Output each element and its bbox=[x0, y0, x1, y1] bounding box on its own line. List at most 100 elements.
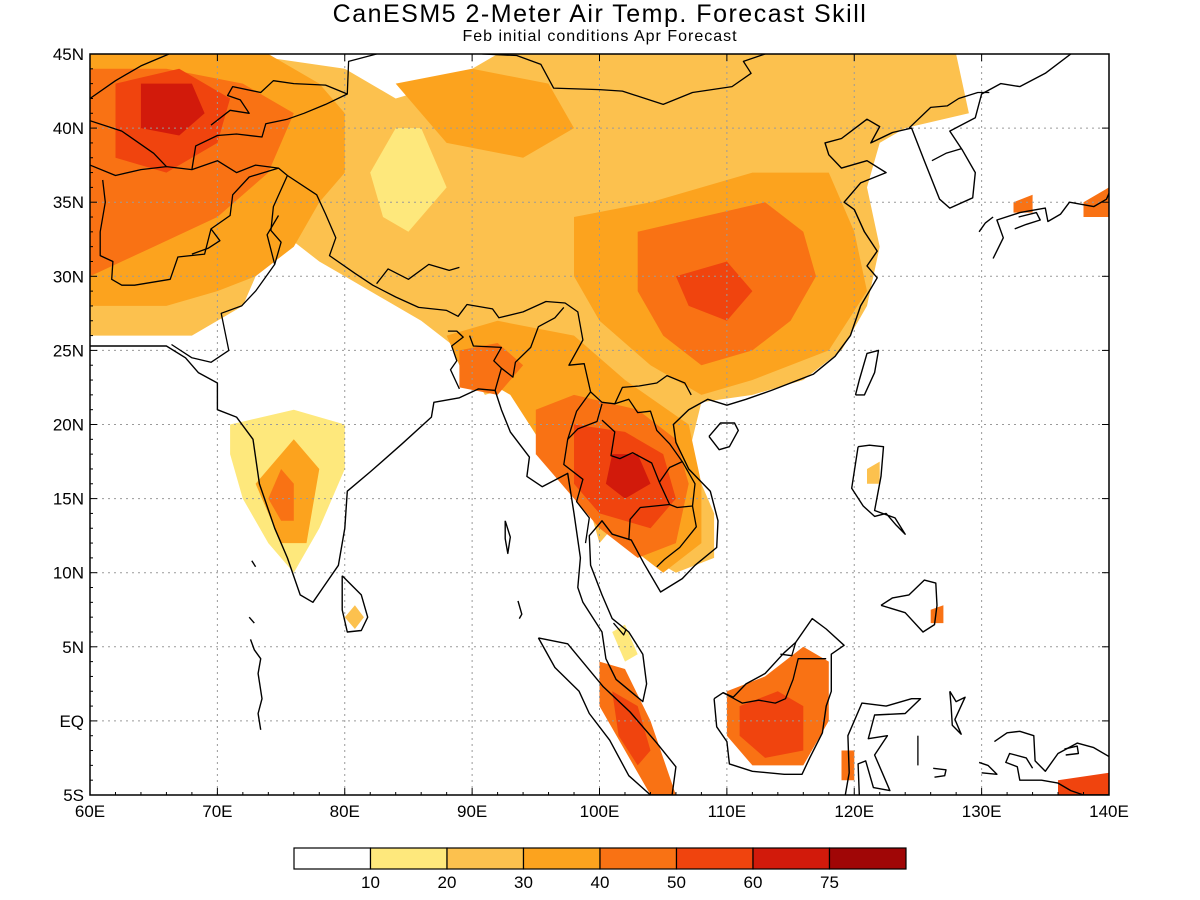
coastline-8 bbox=[880, 579, 938, 633]
country-border-9 bbox=[567, 391, 603, 440]
colorbar-swatch-5 bbox=[675, 847, 754, 870]
map-title: CanESM5 2-Meter Air Temp. Forecast Skill bbox=[332, 0, 868, 28]
colorbar-label-3: 40 bbox=[591, 873, 610, 892]
coastline-21 bbox=[504, 520, 511, 555]
lat-tick-label-9: EQ bbox=[59, 712, 84, 731]
coastline-1 bbox=[992, 193, 1109, 259]
country-border-19 bbox=[482, 54, 766, 106]
coastline-3 bbox=[1014, 211, 1041, 230]
skill-region-17 bbox=[268, 469, 294, 521]
lat-tick-label-4: 25N bbox=[53, 341, 84, 360]
country-border-2 bbox=[99, 167, 692, 405]
colorbar: 10 20 30 40 50 60 75 bbox=[293, 847, 907, 892]
lat-axis: 45N 40N 35N 30N 25N 20N 15N 10N 5N EQ 5S bbox=[53, 45, 1109, 805]
coastline-22 bbox=[517, 600, 523, 619]
country-border-14 bbox=[656, 505, 697, 568]
lon-tick-label-8: 140E bbox=[1089, 802, 1129, 821]
country-border-0 bbox=[90, 54, 170, 100]
colorbar-swatch-3 bbox=[522, 847, 601, 870]
colorbar-swatch-4 bbox=[599, 847, 678, 870]
lon-tick-label-7: 130E bbox=[962, 802, 1002, 821]
coastline-10 bbox=[713, 617, 845, 775]
lon-tick-label-1: 70E bbox=[202, 802, 232, 821]
country-border-22 bbox=[722, 658, 827, 704]
country-border-5 bbox=[376, 263, 460, 285]
coastline-19 bbox=[248, 616, 255, 624]
skill-region-18 bbox=[344, 605, 364, 629]
skill-region-20 bbox=[612, 691, 651, 766]
coastline-layer bbox=[90, 54, 1109, 795]
lat-tick-label-3: 30N bbox=[53, 267, 84, 286]
coastline-2 bbox=[978, 216, 994, 233]
skill-region-26 bbox=[1083, 187, 1109, 217]
coastline-20 bbox=[251, 560, 257, 568]
lat-tick-label-2: 35N bbox=[53, 193, 84, 212]
colorbar-label-4: 50 bbox=[667, 873, 686, 892]
skill-region-9 bbox=[459, 343, 524, 395]
lat-tick-label-0: 45N bbox=[53, 45, 84, 64]
coastline-14 bbox=[933, 767, 947, 778]
coastline-6 bbox=[854, 349, 880, 396]
lon-tick-label-4: 100E bbox=[580, 802, 620, 821]
colorbar-label-5: 60 bbox=[744, 873, 763, 892]
lat-tick-label-6: 15N bbox=[53, 490, 84, 509]
country-border-12 bbox=[658, 460, 696, 509]
lat-tick-label-8: 5N bbox=[62, 638, 84, 657]
country-border-21 bbox=[931, 148, 962, 162]
lon-tick-label-5: 110E bbox=[708, 802, 746, 821]
coastline-7 bbox=[851, 444, 906, 535]
colorbar-label-6: 75 bbox=[820, 873, 839, 892]
coastline-12 bbox=[949, 690, 966, 735]
lat-tick-label-5: 20N bbox=[53, 416, 84, 435]
skill-region-21 bbox=[612, 624, 638, 662]
skill-region-28 bbox=[930, 605, 944, 624]
lat-tick-label-7: 10N bbox=[53, 564, 84, 583]
lon-tick-label-2: 80E bbox=[330, 802, 360, 821]
country-border-16 bbox=[90, 120, 167, 168]
colorbar-swatch-7 bbox=[828, 847, 907, 870]
coastline-18 bbox=[249, 639, 263, 730]
colorbar-label-0: 10 bbox=[361, 873, 380, 892]
colorbar-label-1: 20 bbox=[438, 873, 457, 892]
colorbar-swatch-6 bbox=[752, 847, 831, 870]
border-layer bbox=[90, 54, 990, 854]
coastline-11 bbox=[844, 698, 922, 795]
coastline-9 bbox=[537, 637, 677, 795]
lon-tick-label-6: 120E bbox=[834, 802, 874, 821]
coastline-15 bbox=[994, 730, 1109, 772]
country-border-8 bbox=[501, 306, 565, 378]
country-border-20 bbox=[908, 91, 990, 129]
country-border-11 bbox=[601, 419, 671, 541]
country-border-26 bbox=[909, 845, 910, 854]
country-border-15 bbox=[191, 228, 221, 255]
country-border-24 bbox=[613, 622, 627, 636]
skill-region-23 bbox=[739, 691, 804, 758]
lat-tick-label-1: 40N bbox=[53, 119, 84, 138]
colorbar-swatch-2 bbox=[446, 847, 525, 870]
coastline-4 bbox=[341, 575, 369, 633]
skill-region-29 bbox=[867, 461, 880, 484]
country-border-17 bbox=[191, 54, 377, 170]
country-border-6 bbox=[447, 330, 464, 390]
skill-shading-layer bbox=[90, 54, 1109, 795]
lon-tick-label-3: 90E bbox=[457, 802, 487, 821]
coastline-13 bbox=[978, 761, 998, 775]
lon-axis: 60E 70E 80E 90E 100E 110E 120E 130E 140E bbox=[75, 54, 1129, 821]
country-border-13 bbox=[614, 398, 683, 462]
coastline-5 bbox=[708, 422, 739, 451]
lon-tick-label-0: 60E bbox=[75, 802, 105, 821]
lat-tick-label-10: 5S bbox=[63, 786, 84, 805]
colorbar-swatch-1 bbox=[369, 847, 448, 870]
skill-region-14 bbox=[605, 454, 651, 499]
country-border-18 bbox=[210, 80, 348, 126]
country-border-7 bbox=[468, 335, 503, 391]
country-border-10 bbox=[563, 439, 590, 544]
country-border-4 bbox=[266, 215, 280, 265]
skill-region-25 bbox=[1058, 772, 1109, 795]
skill-region-13 bbox=[140, 83, 205, 136]
colorbar-swatch-0 bbox=[293, 847, 372, 870]
coastline-16 bbox=[1005, 752, 1109, 795]
colorbar-label-2: 30 bbox=[514, 873, 533, 892]
map-subtitle: Feb initial conditions Apr Forecast bbox=[462, 28, 738, 45]
